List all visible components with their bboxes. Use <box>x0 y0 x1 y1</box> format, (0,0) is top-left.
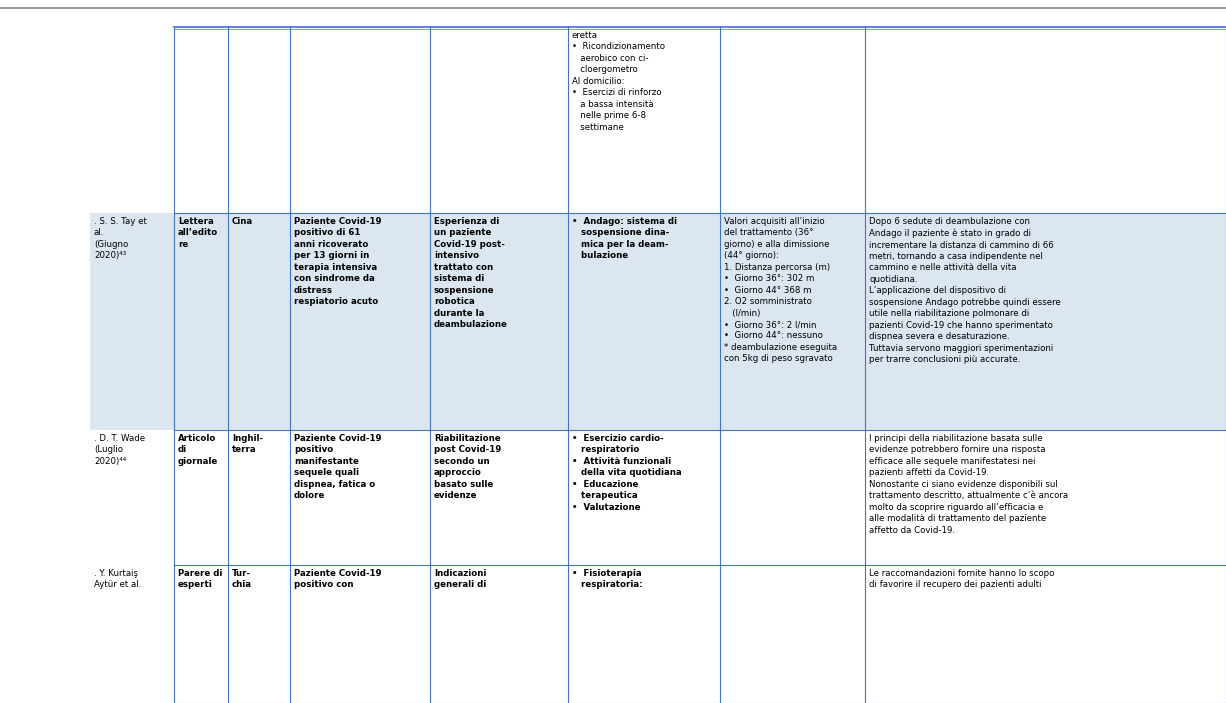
Text: •  Fisioterapia
   respiratoria:: • Fisioterapia respiratoria: <box>573 569 642 589</box>
Text: Valori acquisiti all’inizio
del trattamento (36°
giorno) e alla dimissione
(44° : Valori acquisiti all’inizio del trattame… <box>725 217 837 363</box>
Text: Riabilitazione
post Covid-19
secondo un
approccio
basato sulle
evidenze: Riabilitazione post Covid-19 secondo un … <box>434 434 501 501</box>
Bar <box>866 213 1226 430</box>
Text: Parere di
esperti: Parere di esperti <box>178 569 222 589</box>
Bar <box>89 430 174 565</box>
Text: . Y. Kurtaiş
Aytür et al.: . Y. Kurtaiş Aytür et al. <box>94 569 141 589</box>
Text: Paziente Covid-19
positivo di 61
anni ricoverato
per 13 giorni in
terapia intens: Paziente Covid-19 positivo di 61 anni ri… <box>294 217 381 306</box>
Bar <box>291 27 430 213</box>
Bar <box>720 430 866 565</box>
Bar <box>430 565 568 703</box>
Text: •  Andago: sistema di
   sospensione dina-
   mica per la deam-
   bulazione: • Andago: sistema di sospensione dina- m… <box>573 217 677 260</box>
Bar <box>430 430 568 565</box>
Bar <box>568 213 720 430</box>
Text: Paziente Covid-19
positivo
manifestante
sequele quali
dispnea, fatica o
dolore: Paziente Covid-19 positivo manifestante … <box>294 434 381 501</box>
Bar <box>228 565 291 703</box>
Bar <box>866 430 1226 565</box>
Text: Indicazioni
generali di: Indicazioni generali di <box>434 569 487 589</box>
Bar <box>568 565 720 703</box>
Text: . D. T. Wade
(Luglio
2020)⁴⁴: . D. T. Wade (Luglio 2020)⁴⁴ <box>94 434 145 466</box>
Bar <box>568 430 720 565</box>
Text: Inghil-
terra: Inghil- terra <box>232 434 264 454</box>
Bar <box>720 213 866 430</box>
Bar <box>291 213 430 430</box>
Bar <box>291 565 430 703</box>
Text: •  Esercizio cardio-
   respiratorio
•  Attività funzionali
   della vita quotid: • Esercizio cardio- respiratorio • Attiv… <box>573 434 682 512</box>
Bar <box>430 213 568 430</box>
Bar <box>866 565 1226 703</box>
Text: Esperienza di
un paziente
Covid-19 post-
intensivo
trattato con
sistema di
sospe: Esperienza di un paziente Covid-19 post-… <box>434 217 508 329</box>
Bar <box>89 27 174 213</box>
Text: Lettera
all’edito
re: Lettera all’edito re <box>178 217 218 249</box>
Text: I principi della riabilitazione basata sulle
evidenze potrebbero fornire una ris: I principi della riabilitazione basata s… <box>869 434 1068 534</box>
Text: Dopo 6 sedute di deambulazione con
Andago il paziente è stato in grado di
increm: Dopo 6 sedute di deambulazione con Andag… <box>869 217 1060 364</box>
Bar <box>228 213 291 430</box>
Bar <box>720 27 866 213</box>
Bar <box>291 430 430 565</box>
Text: . S. S. Tay et
al.
(Giugno
2020)⁴³: . S. S. Tay et al. (Giugno 2020)⁴³ <box>94 217 147 260</box>
Text: Le raccomandazioni fornite hanno lo scopo
di favorire il recupero dei pazienti a: Le raccomandazioni fornite hanno lo scop… <box>869 569 1054 589</box>
Text: Articolo
di
giornale: Articolo di giornale <box>178 434 218 466</box>
Text: eretta
•  Ricondizionamento
   aerobico con ci-
   cloergometro
Al domicilio:
• : eretta • Ricondizionamento aerobico con … <box>573 31 664 131</box>
Bar <box>568 27 720 213</box>
Bar <box>174 430 228 565</box>
Bar <box>720 565 866 703</box>
Text: Paziente Covid-19
positivo con: Paziente Covid-19 positivo con <box>294 569 381 589</box>
Bar <box>430 27 568 213</box>
Bar <box>174 27 228 213</box>
Bar <box>228 27 291 213</box>
Text: Cina: Cina <box>232 217 253 226</box>
Bar <box>89 565 174 703</box>
Bar <box>174 213 228 430</box>
Bar <box>174 565 228 703</box>
Bar <box>228 430 291 565</box>
Text: Tur-
chia: Tur- chia <box>232 569 253 589</box>
Bar <box>866 27 1226 213</box>
Bar <box>89 213 174 430</box>
